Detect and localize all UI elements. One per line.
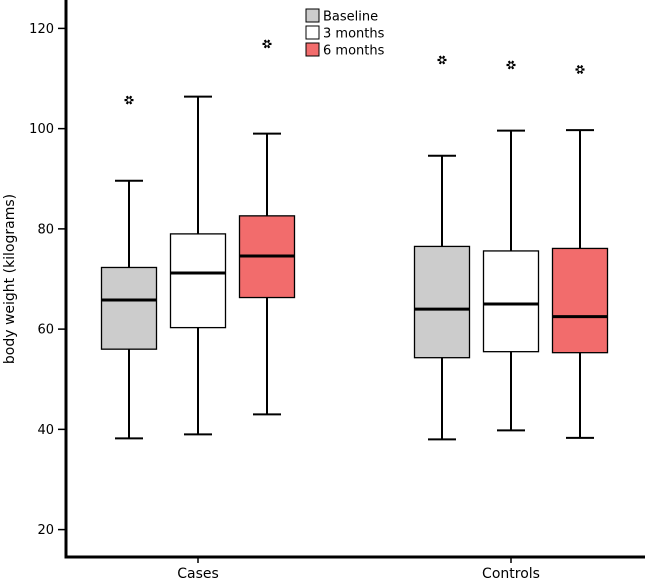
box-baseline-controls	[413, 55, 471, 441]
boxes	[100, 39, 609, 441]
x-category-label: Controls	[482, 566, 540, 582]
legend-swatch	[305, 25, 320, 40]
box-iqr	[100, 266, 158, 350]
box-iqr	[169, 233, 227, 329]
y-tick-label: 60	[37, 323, 54, 338]
y-tick-label: 120	[29, 22, 54, 37]
y-tick-label: 100	[29, 122, 54, 137]
outlier-center	[265, 42, 269, 46]
outlier-center	[440, 58, 444, 62]
x-category-label: Cases	[177, 566, 219, 582]
box-iqr	[551, 247, 609, 354]
box-6-months-cases	[238, 39, 296, 416]
y-axis-title: body weight (kilograms)	[2, 194, 18, 364]
outlier-center	[509, 63, 513, 67]
legend: Baseline 3 months 6 months	[305, 8, 385, 59]
outlier-point	[506, 60, 516, 70]
legend-label: 3 months	[323, 27, 385, 42]
box-baseline-cases	[100, 95, 158, 440]
legend-swatch	[305, 8, 320, 23]
box-3-months-cases	[169, 95, 227, 436]
legend-label: 6 months	[323, 44, 385, 59]
outlier-center	[578, 67, 582, 72]
box-6-months-controls	[551, 65, 609, 439]
box-3-months-controls	[482, 60, 540, 432]
outlier-point	[124, 95, 134, 105]
y-tick-label: 40	[37, 423, 54, 438]
y-tick-label: 80	[37, 222, 54, 237]
outlier-point	[437, 55, 447, 65]
outlier-point	[575, 65, 585, 74]
box-iqr	[413, 245, 471, 359]
legend-label: Baseline	[323, 10, 378, 25]
legend-swatch	[305, 42, 320, 57]
outlier-point	[262, 39, 272, 49]
outlier-center	[127, 98, 131, 102]
box-iqr	[482, 250, 540, 353]
y-tick-label: 20	[37, 523, 54, 538]
